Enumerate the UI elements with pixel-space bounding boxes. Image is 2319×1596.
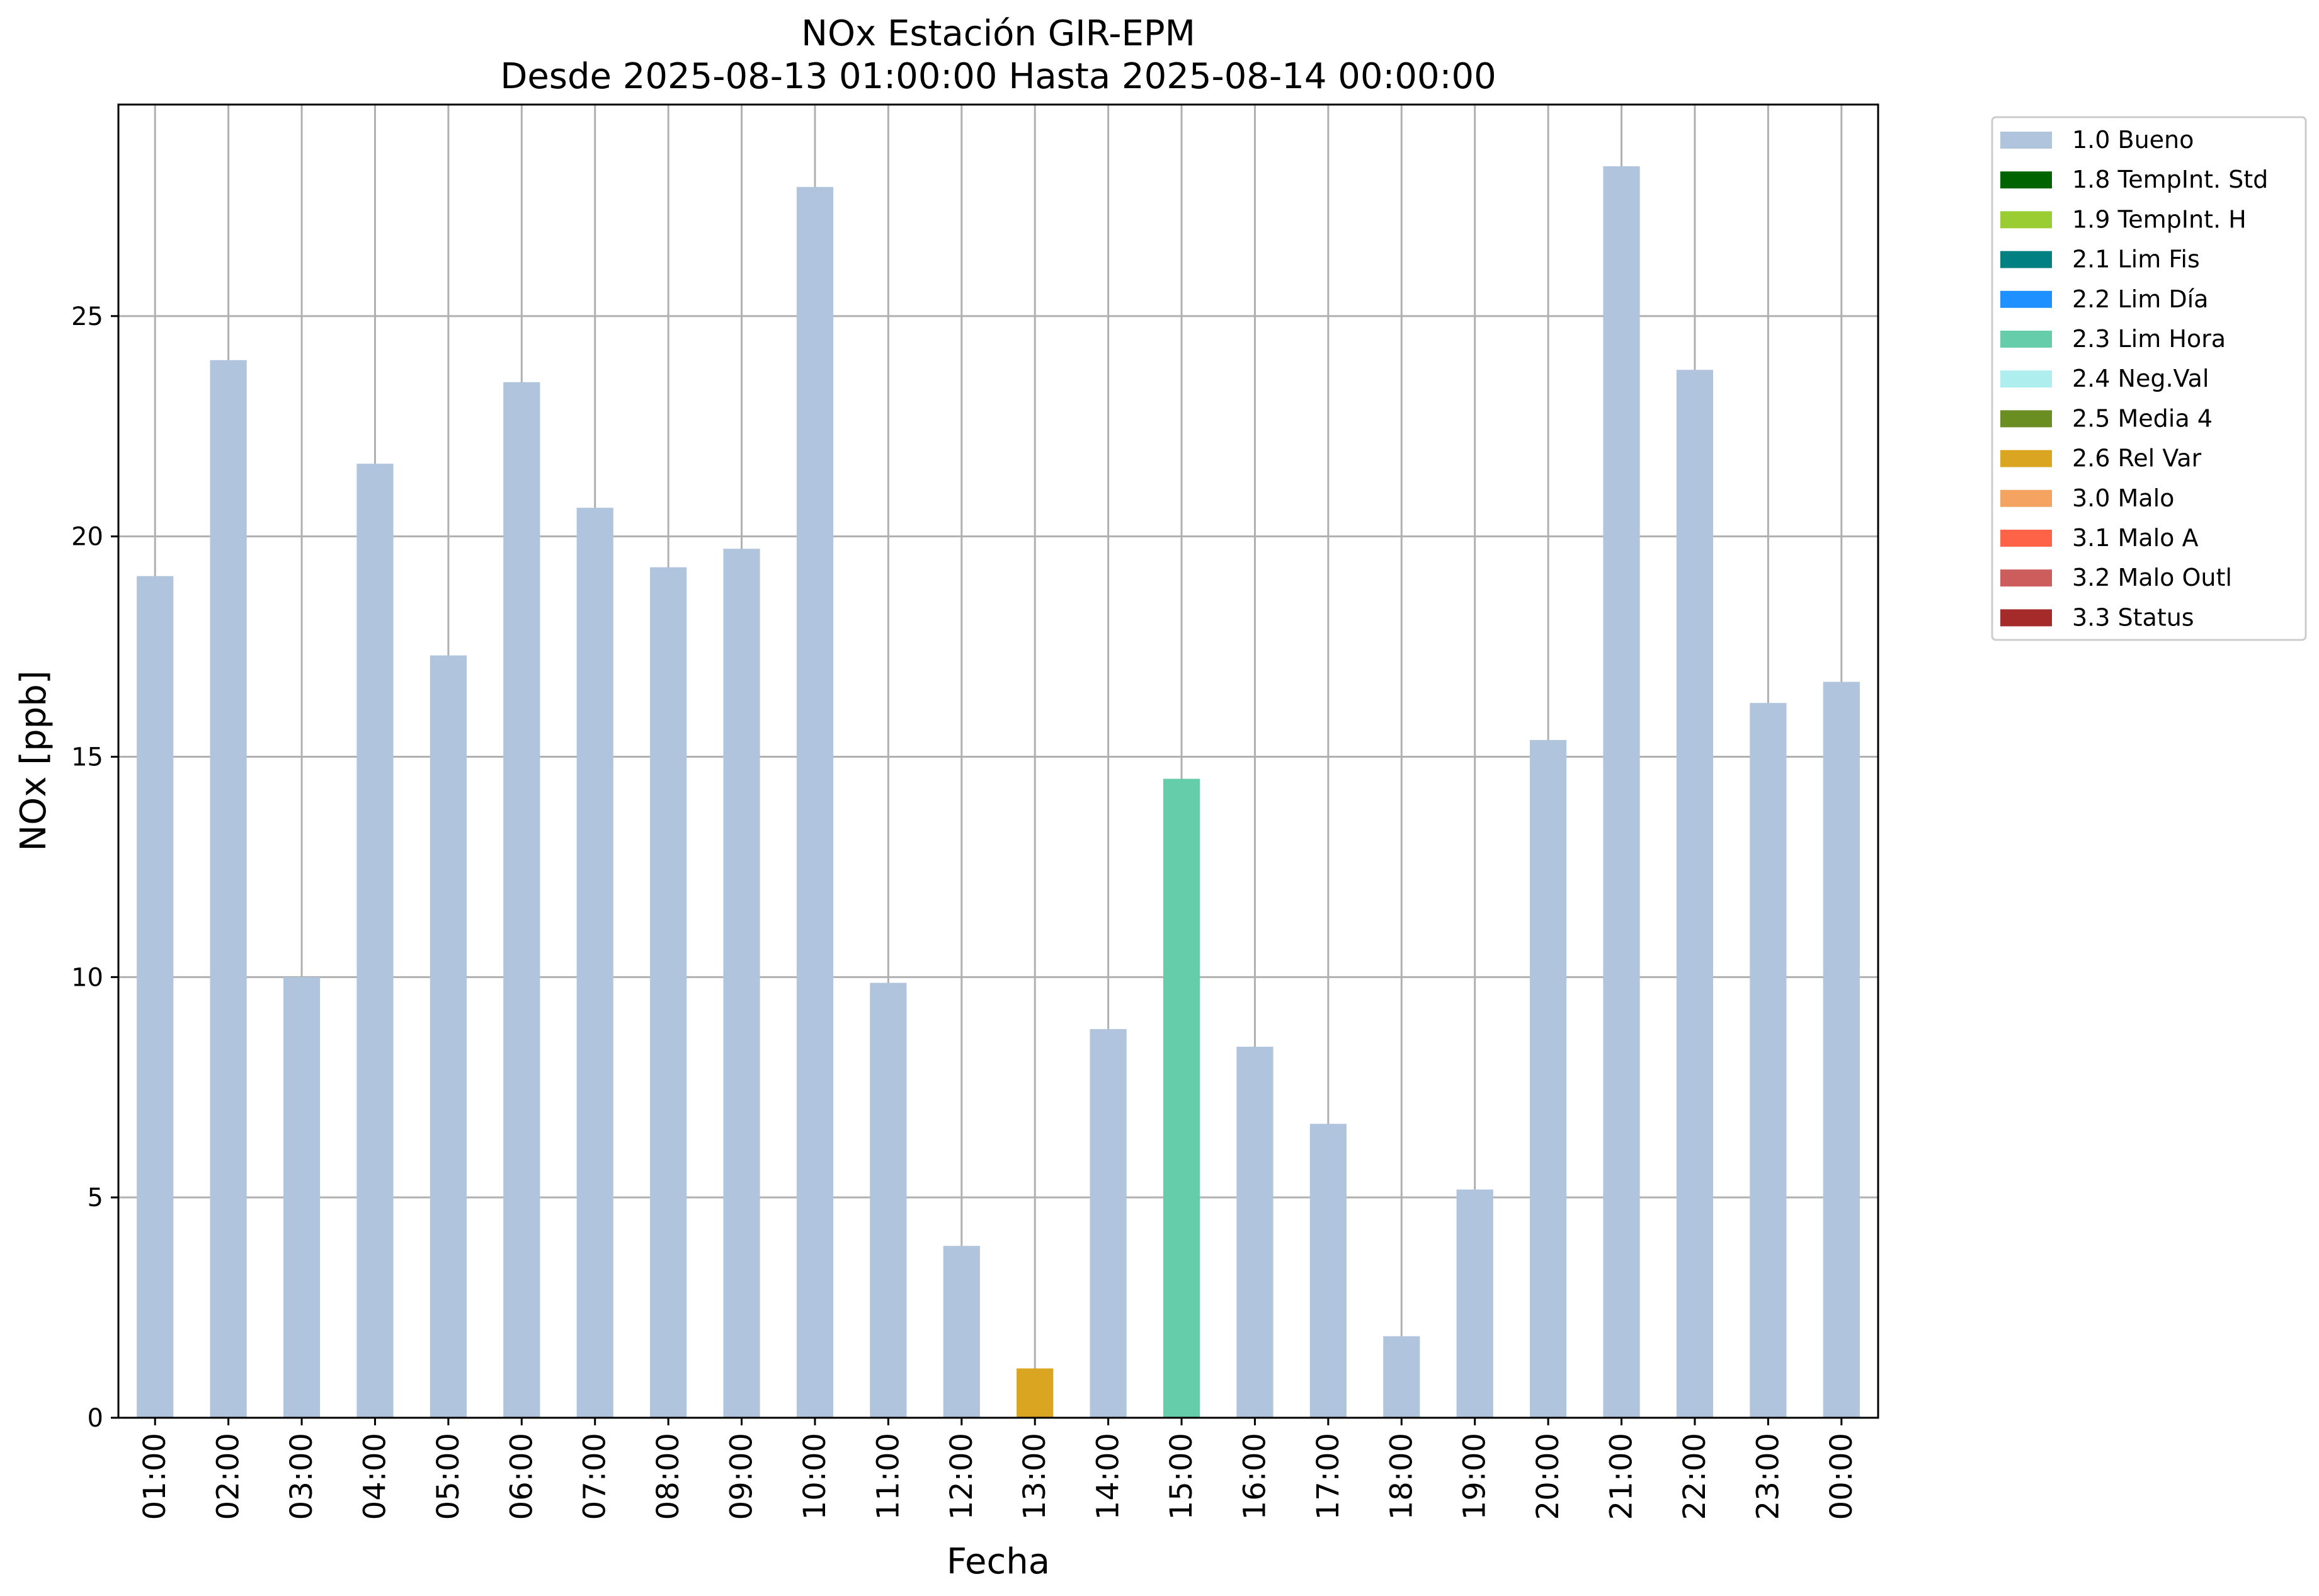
x-tick-label: 07:00 xyxy=(578,1433,613,1520)
x-tick-label: 03:00 xyxy=(284,1433,319,1520)
legend-swatch xyxy=(2000,251,2052,268)
bar-2100 xyxy=(1603,166,1640,1418)
x-tick-label: 18:00 xyxy=(1384,1433,1419,1520)
legend-entry-label: 2.5 Media 4 xyxy=(2072,404,2213,432)
bar-0300 xyxy=(283,977,321,1418)
legend-swatch xyxy=(2000,290,2052,308)
y-axis-label: NOx [ppb] xyxy=(13,670,54,851)
legend-entry-label: 1.0 Bueno xyxy=(2072,126,2194,154)
bar-0500 xyxy=(430,655,467,1418)
x-tick-label: 01:00 xyxy=(137,1433,173,1520)
y-axis-ticks: 0 5 10 15 20 25 xyxy=(71,302,118,1433)
x-tick-label: 21:00 xyxy=(1604,1433,1639,1520)
x-tick-label: 23:00 xyxy=(1750,1433,1786,1520)
y-tick-label: 25 xyxy=(71,302,103,331)
bar-0800 xyxy=(650,567,687,1418)
bar-1900 xyxy=(1456,1189,1493,1418)
x-tick-label: 20:00 xyxy=(1530,1433,1566,1520)
legend-entry-label: 1.8 TempInt. Std xyxy=(2072,166,2268,193)
x-tick-label: 02:00 xyxy=(211,1433,246,1520)
bar-1100 xyxy=(870,983,907,1418)
bar-1400 xyxy=(1090,1029,1127,1418)
legend-swatch xyxy=(2000,370,2052,388)
bar-1700 xyxy=(1309,1124,1347,1418)
x-tick-label: 12:00 xyxy=(944,1433,979,1520)
legend-swatch xyxy=(2000,211,2052,229)
bar-2300 xyxy=(1750,703,1787,1418)
x-axis-label: Fecha xyxy=(947,1541,1050,1582)
x-tick-label: 16:00 xyxy=(1237,1433,1272,1520)
legend-entry-label: 2.3 Lim Hora xyxy=(2072,325,2226,353)
bar-1200 xyxy=(943,1246,980,1418)
x-tick-label: 19:00 xyxy=(1457,1433,1493,1520)
legend-swatch xyxy=(2000,171,2052,189)
bar-0100 xyxy=(137,576,174,1418)
y-tick-label: 5 xyxy=(88,1183,103,1212)
legend-entry-label: 3.0 Malo xyxy=(2072,484,2174,512)
x-tick-label: 00:00 xyxy=(1824,1433,1859,1520)
legend: 1.0 Bueno 1.8 TempInt. Std 1.9 TempInt. H 2… xyxy=(1991,116,2307,641)
legend-swatch xyxy=(2000,331,2052,348)
x-axis-ticks: 01:00 02:00 03:00 04:00 05:00 06:00 07:00 08:00… xyxy=(137,1418,1859,1520)
legend-swatch xyxy=(2000,132,2052,149)
x-tick-label: 14:00 xyxy=(1091,1433,1126,1520)
x-tick-label: 08:00 xyxy=(651,1433,686,1520)
x-tick-label: 10:00 xyxy=(797,1433,833,1520)
legend-swatch xyxy=(2000,569,2052,587)
bars xyxy=(137,166,1860,1418)
legend-entry-label: 2.2 Lim Día xyxy=(2072,285,2208,313)
bar-1000 xyxy=(796,186,834,1418)
legend-swatch xyxy=(2000,609,2052,627)
legend-swatch xyxy=(2000,410,2052,428)
legend-entry-label: 3.2 Malo Outl xyxy=(2072,564,2232,591)
bar-0700 xyxy=(576,508,613,1418)
bar-2200 xyxy=(1676,370,1714,1418)
legend-entry-label: 2.6 Rel Var xyxy=(2072,445,2202,472)
legend-swatch xyxy=(2000,450,2052,467)
bar-1500 xyxy=(1163,778,1200,1418)
legend-entry-label: 3.1 Malo A xyxy=(2072,524,2198,552)
y-tick-label: 10 xyxy=(71,963,103,992)
bar-0000 xyxy=(1823,681,1860,1418)
x-tick-label: 11:00 xyxy=(870,1433,906,1520)
x-tick-label: 09:00 xyxy=(724,1433,760,1520)
legend-entry-label: 1.9 TempInt. H xyxy=(2072,205,2247,233)
bar-1600 xyxy=(1236,1046,1273,1418)
y-tick-label: 0 xyxy=(88,1404,103,1433)
x-tick-label: 22:00 xyxy=(1677,1433,1712,1520)
y-tick-label: 15 xyxy=(71,743,103,772)
x-tick-label: 15:00 xyxy=(1164,1433,1199,1520)
bar-0400 xyxy=(356,464,394,1418)
legend-swatch xyxy=(2000,489,2052,507)
bar-1300 xyxy=(1017,1368,1054,1418)
x-tick-label: 06:00 xyxy=(504,1433,539,1520)
chart-title: NOx Estación GIR-EPM xyxy=(801,13,1195,54)
bar-1800 xyxy=(1383,1336,1420,1418)
x-tick-label: 17:00 xyxy=(1311,1433,1346,1520)
legend-swatch xyxy=(2000,530,2052,547)
x-tick-label: 04:00 xyxy=(357,1433,392,1520)
chart-subtitle: Desde 2025-08-13 01:00:00 Hasta 2025-08-… xyxy=(500,56,1496,97)
legend-entry-label: 2.1 Lim Fis xyxy=(2072,246,2200,273)
x-tick-label: 05:00 xyxy=(431,1433,466,1520)
legend-frame xyxy=(1991,116,2307,641)
bar-0900 xyxy=(723,549,760,1418)
legend-entry-label: 3.3 Status xyxy=(2072,603,2194,631)
x-tick-label: 13:00 xyxy=(1017,1433,1052,1520)
plot-frame xyxy=(117,103,1879,1419)
bar-2000 xyxy=(1530,739,1567,1418)
bar-0600 xyxy=(503,382,540,1418)
legend-entry-label: 2.4 Neg.Val xyxy=(2072,365,2209,392)
y-tick-label: 20 xyxy=(71,523,103,552)
bar-0200 xyxy=(210,360,247,1418)
